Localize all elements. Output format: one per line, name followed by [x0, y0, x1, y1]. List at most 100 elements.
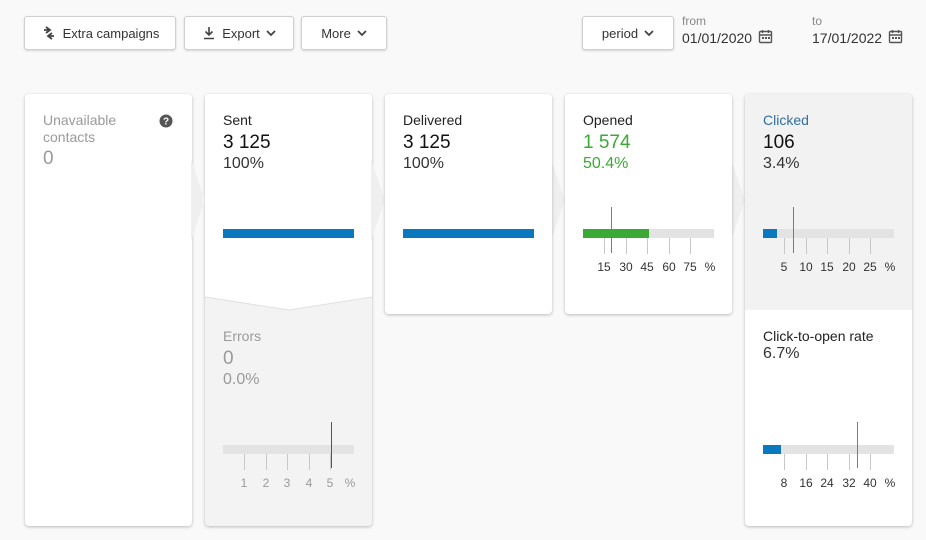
ctor-progress-bar	[763, 445, 894, 454]
errors-benchmark-marker	[331, 422, 332, 468]
axis-tick	[647, 238, 648, 254]
axis-tick-label: 3	[283, 476, 291, 490]
opened-progress-bar	[583, 229, 714, 238]
card-value: 0	[43, 148, 54, 169]
axis-tick-label: 16	[799, 476, 813, 490]
axis-tick-label: 2	[262, 476, 270, 490]
axis-tick-label: 25	[863, 260, 877, 274]
axis-tick	[827, 454, 828, 470]
axis-tick-label: %	[344, 476, 356, 490]
axis-tick-label: 4	[305, 476, 313, 490]
axis-tick-label: %	[884, 260, 896, 274]
axis-tick	[330, 454, 331, 470]
to-date-value: 17/01/2022	[812, 30, 883, 46]
card-title: Click-to-open rate	[763, 328, 874, 344]
card-title: Opened	[583, 112, 633, 128]
export-button[interactable]: Export	[184, 16, 294, 50]
ctor-progress-fill	[763, 445, 781, 454]
delivered-progress-fill	[403, 229, 534, 238]
axis-tick-label: 30	[619, 260, 633, 274]
axis-tick	[690, 238, 691, 254]
ctor-benchmark-marker	[857, 422, 858, 468]
more-label: More	[321, 25, 351, 41]
card-value: 3 125	[403, 132, 451, 153]
axis-tick	[244, 454, 245, 470]
opened-benchmark-marker	[611, 207, 612, 253]
axis-tick	[266, 454, 267, 470]
axis-tick-label: 10	[799, 260, 813, 274]
axis-tick-label: 20	[842, 260, 856, 274]
sent-errors-column: Sent 3 125 100% Errors 0 0.0% 1 2 3 4 5%	[205, 94, 372, 526]
card-percent: 100%	[403, 155, 444, 172]
card-title: Delivered	[403, 112, 463, 128]
axis-tick	[669, 238, 670, 254]
axis-tick-label: 60	[662, 260, 676, 274]
axis-tick-label: 45	[640, 260, 654, 274]
axis-tick-label: 75	[683, 260, 697, 274]
card-value: 1 574	[583, 132, 631, 153]
errors-progress-bar	[223, 445, 354, 454]
axis-tick-label: 5	[326, 476, 334, 490]
card-title: Unavailable contacts	[43, 112, 117, 145]
to-date-field[interactable]: 17/01/2022	[812, 29, 903, 47]
axis-tick	[806, 454, 807, 470]
svg-text:?: ?	[163, 117, 169, 128]
card-percent: 100%	[223, 155, 264, 172]
axis-tick	[849, 238, 850, 254]
clicked-benchmark-marker	[793, 207, 794, 253]
delivered-card: Delivered 3 125 100%	[385, 94, 552, 314]
axis-tick	[604, 238, 605, 254]
axis-tick	[870, 454, 871, 470]
sent-panel-background	[205, 94, 372, 311]
axis-tick-label: 1	[240, 476, 248, 490]
axis-tick-label: 15	[597, 260, 611, 274]
help-icon[interactable]: ?	[159, 114, 173, 133]
from-date-field[interactable]: 01/01/2020	[682, 29, 773, 47]
download-icon	[202, 26, 216, 40]
axis-tick-label: 8	[780, 476, 788, 490]
card-percent: 50.4%	[583, 155, 629, 172]
opened-card: Opened 1 574 50.4% 15 30 45 60 75%	[565, 94, 732, 314]
period-label: period	[601, 25, 639, 41]
card-percent: 3.4%	[763, 155, 800, 172]
sent-connector-arrow	[191, 160, 205, 240]
delivered-connector-arrow	[371, 160, 385, 240]
compare-arrows-icon	[41, 25, 57, 41]
axis-tick	[849, 454, 850, 470]
from-label: from	[682, 14, 706, 28]
period-select[interactable]: period	[582, 16, 674, 50]
more-button[interactable]: More	[301, 16, 387, 50]
export-label: Export	[222, 25, 260, 41]
axis-tick	[626, 238, 627, 254]
card-title: Errors	[223, 328, 262, 344]
axis-tick-label: 15	[820, 260, 834, 274]
sent-progress-bar	[223, 229, 354, 238]
calendar-icon[interactable]	[758, 29, 773, 47]
axis-tick	[287, 454, 288, 470]
axis-tick-label: 24	[820, 476, 834, 490]
card-value: 106	[763, 132, 795, 153]
extra-campaigns-label: Extra campaigns	[62, 25, 160, 41]
calendar-icon[interactable]	[888, 29, 903, 47]
axis-tick	[827, 238, 828, 254]
to-label: to	[812, 14, 823, 28]
opened-progress-fill	[583, 229, 649, 238]
unavailable-contacts-card: Unavailable contacts 0 ?	[25, 94, 192, 526]
delivered-progress-bar	[403, 229, 534, 238]
clicked-progress-bar	[763, 229, 894, 238]
axis-tick-label: 5	[780, 260, 788, 274]
clicked-connector-arrow	[731, 160, 745, 240]
axis-tick	[309, 454, 310, 470]
from-date-value: 01/01/2020	[682, 30, 753, 46]
card-value: 0	[223, 348, 234, 369]
card-title: Sent	[223, 112, 252, 128]
chevron-down-icon	[266, 29, 276, 37]
chevron-down-icon	[644, 29, 654, 37]
sent-progress-fill	[223, 229, 354, 238]
axis-tick-label: %	[884, 476, 896, 490]
extra-campaigns-button[interactable]: Extra campaigns	[24, 16, 176, 50]
chevron-down-icon	[357, 29, 367, 37]
axis-tick	[784, 238, 785, 254]
axis-tick	[806, 238, 807, 254]
card-value: 6.7%	[763, 345, 800, 362]
